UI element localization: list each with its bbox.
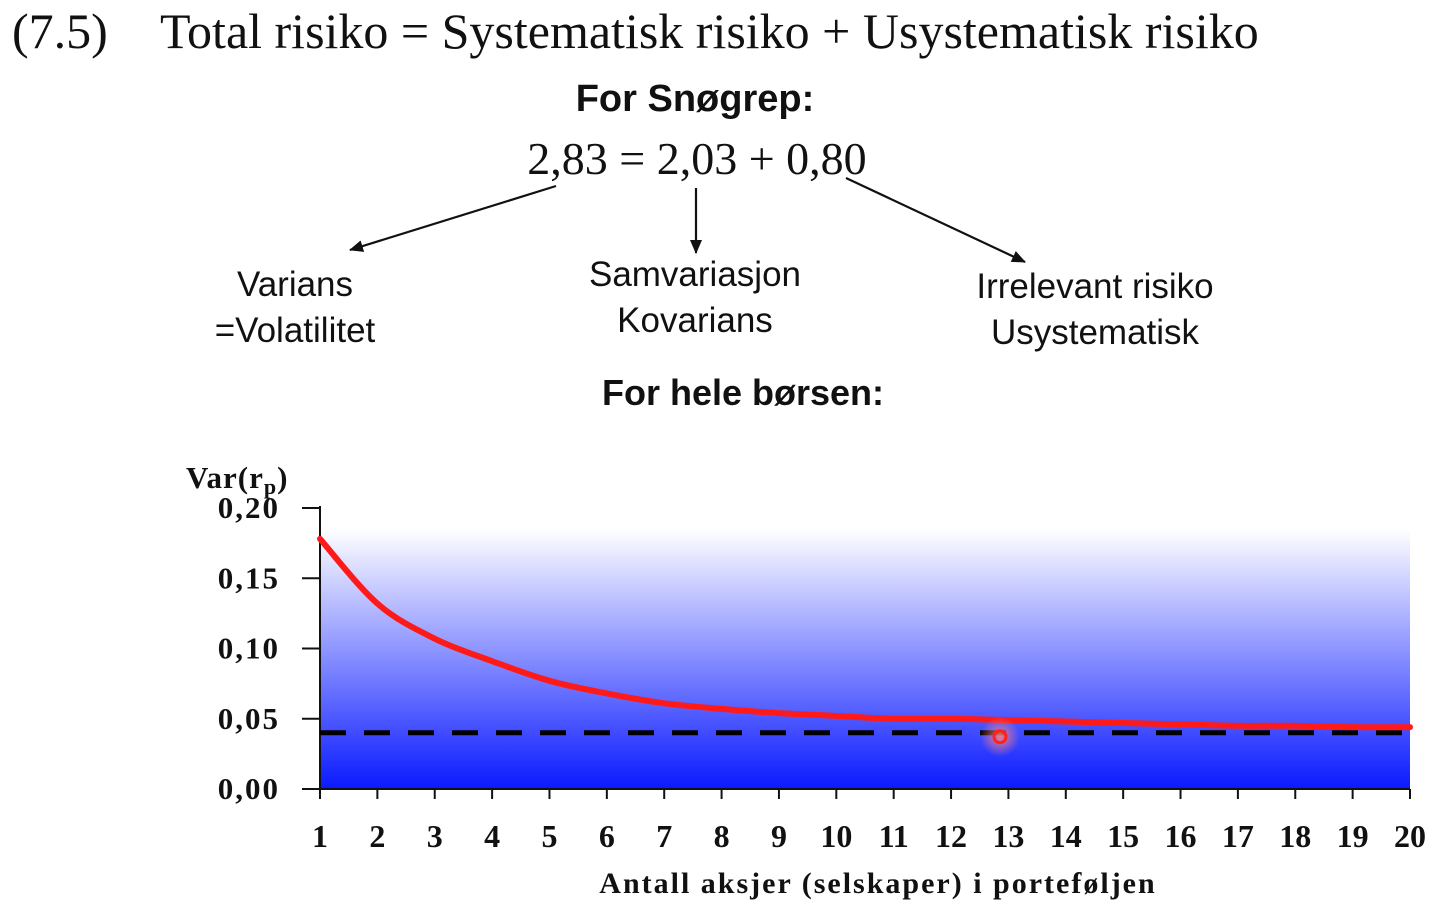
- label-varians: Varians =Volatilitet: [160, 262, 430, 354]
- y-tick-label: 0,10: [218, 631, 280, 666]
- label-irrelevant-line1: Irrelevant risiko: [976, 267, 1214, 306]
- x-tick-label: 11: [879, 818, 909, 854]
- x-tick-label: 10: [820, 818, 852, 854]
- x-tick-label: 3: [427, 818, 443, 854]
- sno-title: For Snøgrep:: [575, 78, 815, 120]
- x-tick-label: 12: [935, 818, 967, 854]
- x-tick-label: 5: [541, 818, 557, 854]
- x-tick-label: 8: [714, 818, 730, 854]
- sno-equation: 2,83 = 2,03 + 0,80: [527, 133, 867, 184]
- x-tick-label: 16: [1165, 818, 1197, 854]
- arrows-diagram: [349, 177, 1026, 263]
- plot-area-fill: [320, 529, 1410, 789]
- x-tick-label: 20: [1394, 818, 1426, 854]
- equation-text: Total risiko = Systematisk risiko + Usys…: [160, 3, 1259, 59]
- arrow-right: [845, 177, 1026, 263]
- y-axis-label: Var(rp): [186, 460, 288, 499]
- x-tick-label: 7: [656, 818, 672, 854]
- cursor-marker: [992, 729, 1008, 745]
- y-tick-label: 0,00: [218, 771, 280, 806]
- x-tick-label: 6: [599, 818, 615, 854]
- label-samvariasjon-line1: Samvariasjon: [588, 255, 802, 294]
- x-tick-label: 4: [484, 818, 500, 854]
- cursor-glow: [980, 716, 1020, 757]
- equation-number: (7.5): [12, 3, 108, 59]
- x-axis-label: Antall aksjer (selskaper) i porteføljen: [599, 867, 1156, 900]
- x-tick-label: 2: [369, 818, 385, 854]
- label-samvariasjon: Samvariasjon Kovarians: [560, 252, 830, 344]
- y-tick-label: 0,15: [218, 560, 280, 595]
- x-tick-label: 18: [1279, 818, 1311, 854]
- y-axis-label-close: ): [277, 460, 288, 495]
- x-tick-label: 15: [1107, 818, 1139, 854]
- x-tick-label: 9: [771, 818, 787, 854]
- y-tick-label: 0,20: [218, 490, 280, 525]
- arrow-left: [349, 184, 557, 252]
- label-varians-line1: Varians: [236, 265, 354, 304]
- y-axis-label-main: Var(r: [186, 460, 264, 495]
- x-tick-label: 17: [1222, 818, 1254, 854]
- label-irrelevant-line2: Usystematisk: [990, 313, 1200, 352]
- label-varians-line2: =Volatilitet: [214, 311, 376, 350]
- risk-chart: 0,000,050,100,150,201 2 3 4 5 6 7 8 9 10 11 12 13 14 1…: [186, 460, 1426, 900]
- x-tick-label: 1: [312, 818, 328, 854]
- x-tick-label: 19: [1337, 818, 1369, 854]
- label-irrelevant: Irrelevant risiko Usystematisk: [940, 264, 1250, 356]
- borsen-title: For hele børsen:: [601, 372, 885, 413]
- x-tick-label: 13: [992, 818, 1024, 854]
- y-axis-label-sub: p: [264, 474, 277, 499]
- x-tick-label: 14: [1050, 818, 1082, 854]
- label-samvariasjon-line2: Kovarians: [617, 301, 773, 340]
- equation-line: (7.5) Total risiko = Systematisk risiko +…: [12, 2, 1259, 60]
- y-tick-label: 0,05: [218, 701, 280, 736]
